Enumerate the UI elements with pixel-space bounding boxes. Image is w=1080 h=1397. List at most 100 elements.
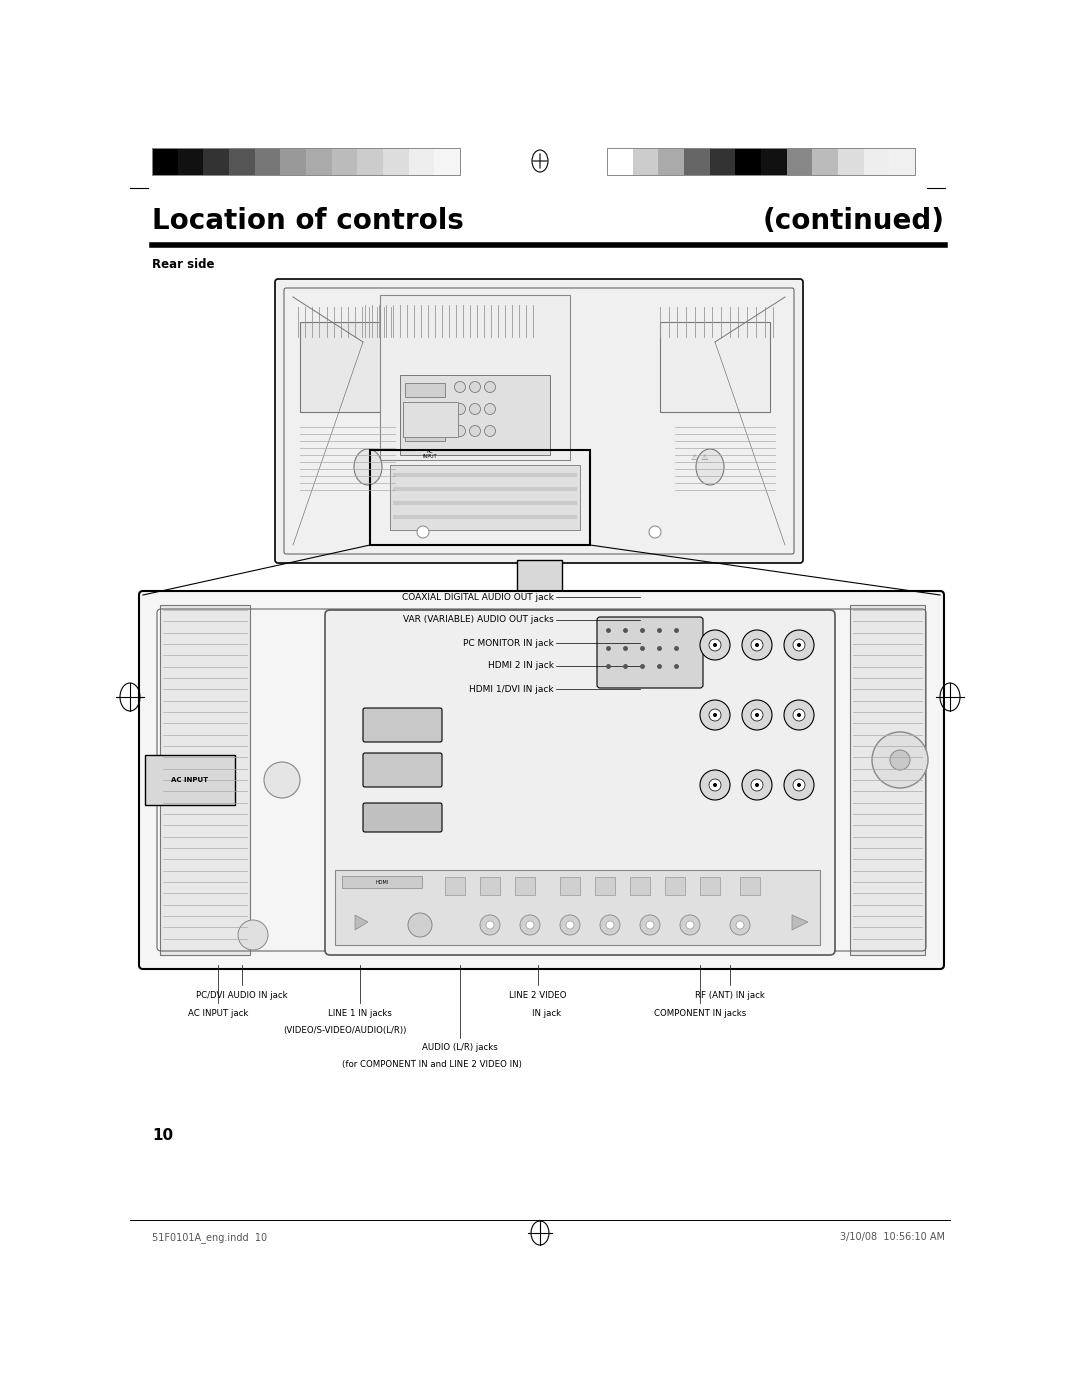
Text: PC/DVI AUDIO IN jack: PC/DVI AUDIO IN jack [197,990,287,999]
Circle shape [742,630,772,659]
Bar [335,870,820,944]
Circle shape [708,780,721,791]
Bar [812,148,838,175]
Circle shape [649,527,661,538]
Circle shape [566,921,573,929]
Text: HDMI: HDMI [376,880,389,884]
Circle shape [600,915,620,935]
Circle shape [700,630,730,659]
Bar [357,148,383,175]
FancyBboxPatch shape [275,279,804,563]
Circle shape [713,712,717,717]
Bar [145,754,235,805]
Circle shape [646,921,654,929]
Circle shape [486,921,494,929]
Bar [665,877,685,895]
Bar [203,148,229,175]
FancyBboxPatch shape [363,708,442,742]
Circle shape [713,782,717,787]
Bar [434,148,460,175]
Circle shape [470,381,481,393]
Bar [838,148,864,175]
Bar [342,876,422,888]
Text: (for COMPONENT IN and LINE 2 VIDEO IN): (for COMPONENT IN and LINE 2 VIDEO IN) [342,1060,522,1070]
FancyBboxPatch shape [325,610,835,956]
Circle shape [519,915,540,935]
Bar [152,148,178,175]
Bar [160,605,249,956]
Text: IN jack: IN jack [532,1009,562,1017]
Text: Rear side: Rear side [152,258,215,271]
Bar [864,148,889,175]
Text: 3/10/08  10:56:10 AM: 3/10/08 10:56:10 AM [840,1232,945,1242]
Circle shape [455,381,465,393]
Bar [405,383,445,397]
Text: HDMI 2 IN jack: HDMI 2 IN jack [488,662,554,671]
Bar [383,148,408,175]
Circle shape [408,914,432,937]
Bar [515,877,535,895]
Circle shape [713,643,717,647]
Bar [561,877,580,895]
Circle shape [793,780,805,791]
Bar [630,877,650,895]
Bar [405,405,445,419]
Bar [700,877,720,895]
Circle shape [708,638,721,651]
Text: LINE 1 IN jacks: LINE 1 IN jacks [328,1009,392,1017]
Bar [255,148,281,175]
Bar [595,877,615,895]
Circle shape [784,630,814,659]
Text: (VIDEO/S-VIDEO/AUDIO(L/R)): (VIDEO/S-VIDEO/AUDIO(L/R)) [283,1027,407,1035]
Text: Location of controls: Location of controls [152,207,464,235]
Bar [740,877,760,895]
Circle shape [606,921,615,929]
Circle shape [417,527,429,538]
Text: 51F0101A_eng.indd  10: 51F0101A_eng.indd 10 [152,1232,267,1243]
Circle shape [735,921,744,929]
Circle shape [700,700,730,731]
Bar [761,148,786,175]
Bar [786,148,812,175]
Bar [178,148,203,175]
Circle shape [264,761,300,798]
Circle shape [797,712,801,717]
Polygon shape [792,915,808,930]
Circle shape [755,782,759,787]
Circle shape [784,700,814,731]
Circle shape [784,770,814,800]
Text: 10: 10 [152,1127,173,1143]
Bar [400,374,550,455]
Circle shape [686,921,694,929]
Ellipse shape [696,448,724,485]
Text: VAR (VARIABLE) AUDIO OUT jacks: VAR (VARIABLE) AUDIO OUT jacks [403,616,554,624]
Circle shape [751,638,762,651]
Circle shape [561,915,580,935]
Bar [633,148,659,175]
Bar [408,148,434,175]
Bar [152,148,460,175]
Circle shape [793,638,805,651]
Circle shape [485,426,496,436]
Bar [480,877,500,895]
Circle shape [485,404,496,415]
Bar [516,560,562,599]
Text: HDMI 1/DVI IN jack: HDMI 1/DVI IN jack [470,685,554,693]
Bar [300,321,400,412]
Circle shape [730,915,750,935]
Bar [850,605,924,956]
Circle shape [797,643,801,647]
Circle shape [797,782,801,787]
Bar [889,148,915,175]
Circle shape [755,643,759,647]
Text: RF (ANT) IN jack: RF (ANT) IN jack [696,990,765,999]
Text: COAXIAL DIGITAL AUDIO OUT jack: COAXIAL DIGITAL AUDIO OUT jack [402,592,554,602]
Text: PC MONITOR IN jack: PC MONITOR IN jack [463,638,554,647]
Circle shape [751,780,762,791]
Text: (continued): (continued) [762,207,945,235]
Circle shape [751,710,762,721]
Bar [735,148,761,175]
Text: AUDIO (L/R) jacks: AUDIO (L/R) jacks [422,1044,498,1052]
Bar [607,148,633,175]
Circle shape [755,712,759,717]
